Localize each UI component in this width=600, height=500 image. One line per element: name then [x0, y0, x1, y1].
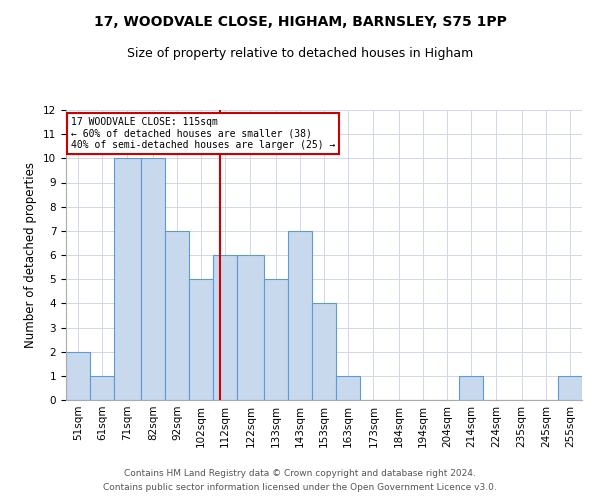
Bar	[189, 279, 213, 400]
Bar	[141, 158, 165, 400]
Text: Contains HM Land Registry data © Crown copyright and database right 2024.: Contains HM Land Registry data © Crown c…	[124, 468, 476, 477]
Bar	[312, 304, 336, 400]
Text: 17, WOODVALE CLOSE, HIGHAM, BARNSLEY, S75 1PP: 17, WOODVALE CLOSE, HIGHAM, BARNSLEY, S7…	[94, 15, 506, 29]
Text: 17 WOODVALE CLOSE: 115sqm
← 60% of detached houses are smaller (38)
40% of semi-: 17 WOODVALE CLOSE: 115sqm ← 60% of detac…	[71, 118, 335, 150]
Bar	[336, 376, 360, 400]
Bar	[237, 255, 264, 400]
Bar	[213, 255, 237, 400]
Bar	[114, 158, 141, 400]
Text: Size of property relative to detached houses in Higham: Size of property relative to detached ho…	[127, 48, 473, 60]
Bar	[558, 376, 582, 400]
Y-axis label: Number of detached properties: Number of detached properties	[25, 162, 37, 348]
Bar	[459, 376, 483, 400]
Bar	[165, 231, 189, 400]
Bar	[264, 279, 288, 400]
Text: Contains public sector information licensed under the Open Government Licence v3: Contains public sector information licen…	[103, 484, 497, 492]
Bar	[288, 231, 312, 400]
Bar	[90, 376, 114, 400]
Bar	[66, 352, 90, 400]
